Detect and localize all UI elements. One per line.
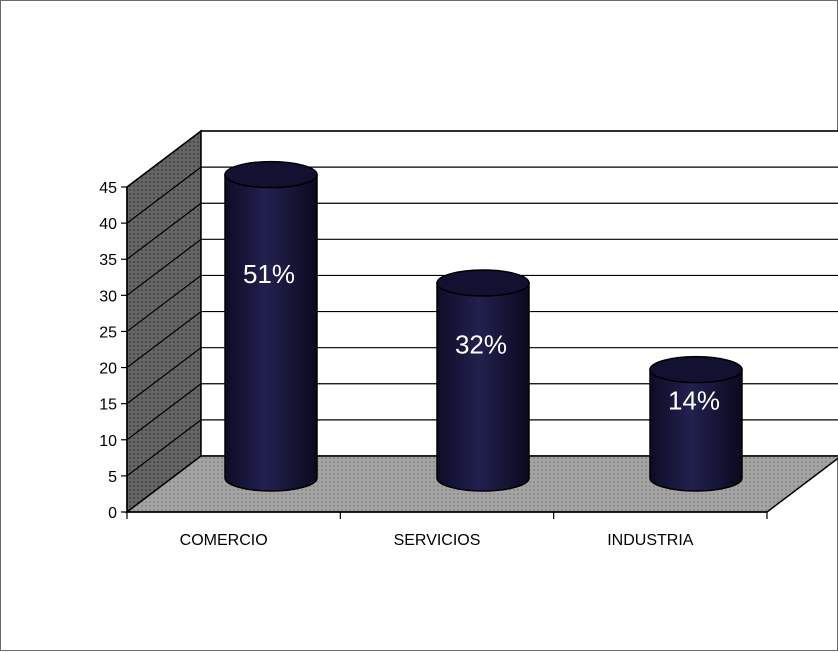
y-tick-label: 45: [99, 180, 117, 197]
data-label: 14%: [668, 386, 720, 416]
y-tick-label: 40: [99, 216, 117, 233]
gridline-side: [126, 311, 202, 369]
y-tick-label: 30: [99, 288, 117, 305]
labels: 51% COMERCIO 32% SERVICIOS 14% INDUSTRIA: [180, 259, 720, 549]
category-label: INDUSTRIA: [607, 532, 694, 549]
category-label: COMERCIO: [180, 532, 268, 549]
gridline-side: [126, 274, 202, 332]
y-tick-label: 15: [99, 397, 117, 414]
y-tick-label: 0: [108, 505, 117, 522]
bars: [224, 160, 743, 492]
gridline-side: [126, 202, 202, 260]
gridline-side: [126, 238, 202, 296]
gridline-side: [126, 130, 202, 188]
gridline-side: [126, 383, 202, 441]
y-tick-label: 25: [99, 324, 117, 341]
gridline-side: [126, 419, 202, 477]
gridline-side: [126, 166, 202, 224]
x-axis: [126, 511, 768, 519]
side-wall: [126, 129, 202, 514]
gridline-side: [126, 347, 202, 405]
data-label: 51%: [243, 259, 295, 289]
bar-comercio: [224, 160, 318, 492]
y-axis: 0 5 10 15 20 25 30 35 40 45: [99, 180, 128, 522]
y-tick-label: 35: [99, 252, 117, 269]
y-tick-label: 5: [108, 469, 117, 486]
y-tick-label: 10: [99, 433, 117, 450]
bar-industria: [649, 355, 743, 492]
y-tick-label: 20: [99, 361, 117, 378]
data-label: 32%: [455, 329, 507, 359]
bar-servicios: [436, 269, 530, 492]
category-label: SERVICIOS: [394, 532, 481, 549]
